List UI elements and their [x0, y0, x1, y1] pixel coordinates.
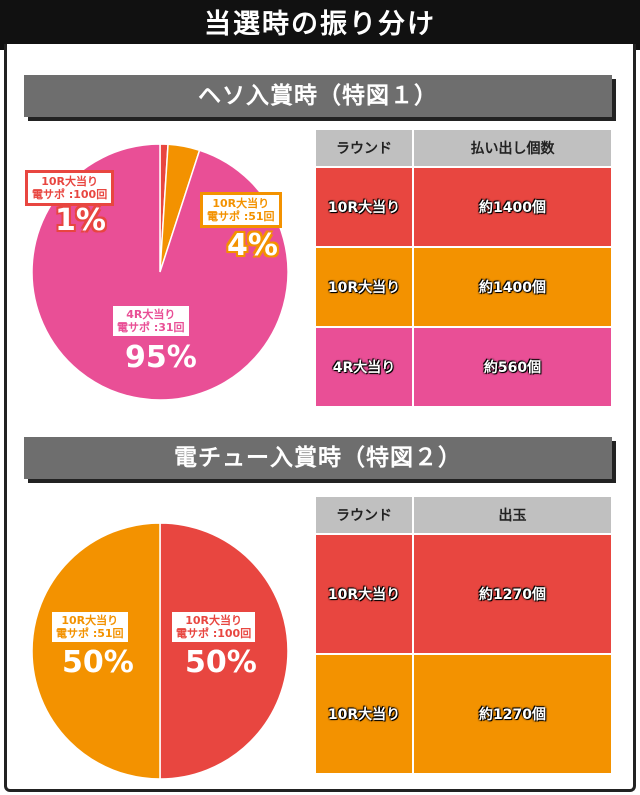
value-cell: 約1270個: [412, 653, 613, 775]
slice-sub: 電サポ :100回: [176, 627, 252, 640]
col-header: 出玉: [412, 495, 613, 535]
table-row: 10R大当り 約1270個: [314, 653, 613, 775]
col-header: ラウンド: [314, 128, 414, 168]
slice-round: 10R大当り: [41, 175, 98, 188]
slice-round: 10R大当り: [212, 197, 270, 210]
slice-label-5: 10R大当り 電サポ :51回: [52, 612, 128, 642]
round-cell: 10R大当り: [314, 653, 414, 775]
page-title: 当選時の振り分け: [0, 0, 640, 50]
round-cell: 10R大当り: [314, 166, 414, 248]
value-cell: 約1400個: [412, 246, 613, 328]
payout-table-1: ラウンド 払い出し個数 10R大当り 約1400個 10R大当り 約1400個 4R大…: [314, 128, 613, 408]
slice-sub: 電サポ :51回: [56, 627, 124, 640]
pie-slice: [159, 522, 289, 780]
slice-percent-2: 4%: [227, 228, 278, 263]
slice-label-3: 4R大当り 電サポ :31回: [113, 306, 189, 336]
slice-label-4: 10R大当り 電サポ :100回: [172, 612, 256, 642]
table-row: 10R大当り 約1270個: [314, 533, 613, 655]
round-cell: 4R大当り: [314, 326, 414, 408]
table-row: 10R大当り 約1400個: [314, 246, 613, 328]
slice-percent-3: 95%: [125, 340, 197, 375]
slice-percent-4: 50%: [185, 645, 257, 680]
payout-table-2: ラウンド 出玉 10R大当り 約1270個 10R大当り 約1270個: [314, 495, 613, 775]
slice-percent-1: 1%: [55, 203, 106, 238]
round-cell: 10R大当り: [314, 533, 414, 655]
value-cell: 約1270個: [412, 533, 613, 655]
slice-round: 10R大当り: [61, 614, 119, 627]
col-header: 払い出し個数: [412, 128, 613, 168]
section-heading-1: ヘソ入賞時（特図１）: [24, 75, 612, 117]
slice-round: 10R大当り: [185, 614, 242, 627]
col-header: ラウンド: [314, 495, 414, 535]
slice-label-1: 10R大当り 電サポ :100回: [25, 170, 115, 206]
pie-slice: [31, 522, 161, 780]
table-row: 4R大当り 約560個: [314, 326, 613, 408]
slice-percent-5: 50%: [62, 645, 134, 680]
pie-chart-2: [31, 522, 289, 780]
section-heading-2: 電チュー入賞時（特図２）: [24, 437, 612, 479]
value-cell: 約1400個: [412, 166, 613, 248]
value-cell: 約560個: [412, 326, 613, 408]
slice-sub: 電サポ :51回: [207, 210, 275, 223]
slice-sub: 電サポ :31回: [117, 321, 185, 334]
table-row: 10R大当り 約1400個: [314, 166, 613, 248]
round-cell: 10R大当り: [314, 246, 414, 328]
slice-sub: 電サポ :100回: [32, 188, 108, 201]
slice-round: 4R大当り: [126, 308, 176, 321]
slice-label-2: 10R大当り 電サポ :51回: [200, 192, 282, 228]
